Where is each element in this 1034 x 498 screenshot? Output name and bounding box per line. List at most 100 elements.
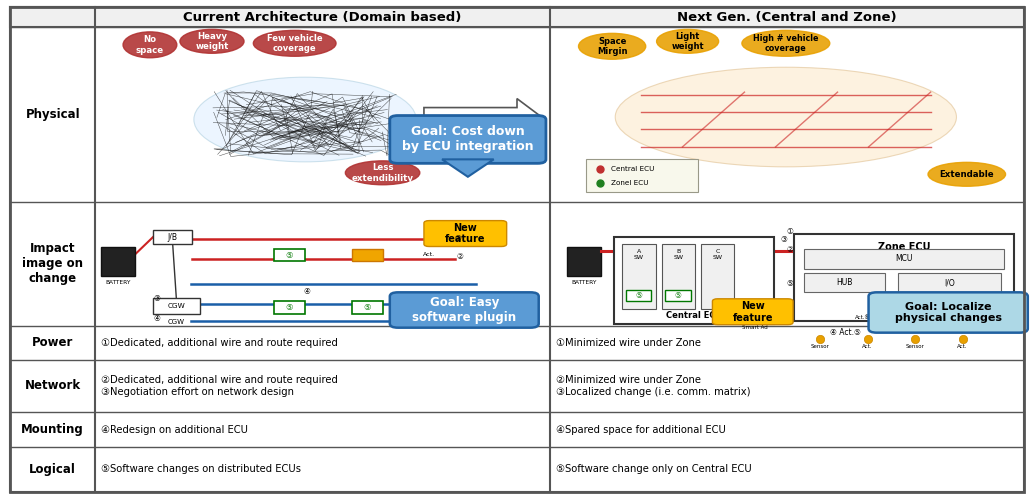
Text: ③: ③ <box>781 235 787 244</box>
Text: ②Dedicated, additional wire and route required
③Negotiation effort on network de: ②Dedicated, additional wire and route re… <box>101 375 338 397</box>
FancyBboxPatch shape <box>10 7 1024 27</box>
FancyBboxPatch shape <box>424 221 507 247</box>
Text: High # vehicle
coverage: High # vehicle coverage <box>753 34 819 53</box>
Text: Goal: Localize
physical changes: Goal: Localize physical changes <box>894 302 1002 323</box>
Text: Central ECU: Central ECU <box>611 166 655 172</box>
Text: ⑤: ⑤ <box>285 250 294 260</box>
FancyBboxPatch shape <box>274 301 305 314</box>
FancyBboxPatch shape <box>804 249 1004 269</box>
Text: J/B: J/B <box>168 233 178 242</box>
Ellipse shape <box>180 29 244 53</box>
Text: New
feature: New feature <box>445 223 486 245</box>
FancyBboxPatch shape <box>898 273 1001 292</box>
Text: ②: ② <box>787 245 793 253</box>
Polygon shape <box>424 99 545 140</box>
Text: Physical: Physical <box>26 108 80 121</box>
FancyBboxPatch shape <box>622 244 656 309</box>
Text: Zonel ECU: Zonel ECU <box>611 180 648 186</box>
Text: ②Minimized wire under Zone
③Localized change (i.e. comm. matrix): ②Minimized wire under Zone ③Localized ch… <box>556 375 751 397</box>
FancyBboxPatch shape <box>390 292 539 328</box>
Text: Logical: Logical <box>29 463 77 476</box>
Text: Power: Power <box>32 336 73 350</box>
FancyBboxPatch shape <box>626 290 651 301</box>
Text: ⑤Software changes on distributed ECUs: ⑤Software changes on distributed ECUs <box>101 464 301 475</box>
Text: Smart Ad: Smart Ad <box>742 325 767 330</box>
Text: Network: Network <box>25 379 81 392</box>
Text: CGW: CGW <box>168 303 185 309</box>
Text: A
SW: A SW <box>634 249 644 260</box>
FancyBboxPatch shape <box>804 273 885 292</box>
Text: Goal: Cost down
by ECU integration: Goal: Cost down by ECU integration <box>402 125 534 153</box>
FancyBboxPatch shape <box>869 292 1028 333</box>
FancyBboxPatch shape <box>352 249 383 261</box>
Text: Space
Mirgin: Space Mirgin <box>597 37 628 56</box>
Text: ①Minimized wire under Zone: ①Minimized wire under Zone <box>556 338 701 348</box>
Text: Extendable: Extendable <box>940 170 994 179</box>
Text: Current Architecture (Domain based): Current Architecture (Domain based) <box>183 11 462 24</box>
Text: Less
extendibility: Less extendibility <box>352 163 414 182</box>
FancyBboxPatch shape <box>614 237 774 324</box>
FancyBboxPatch shape <box>794 234 1014 321</box>
Ellipse shape <box>615 67 956 167</box>
FancyBboxPatch shape <box>153 230 192 244</box>
Text: Goal: Easy
software plugin: Goal: Easy software plugin <box>413 296 516 324</box>
FancyBboxPatch shape <box>567 247 601 276</box>
Text: Light
weight: Light weight <box>671 32 704 51</box>
Text: Sensor: Sensor <box>811 344 829 349</box>
FancyBboxPatch shape <box>101 247 135 276</box>
Ellipse shape <box>345 161 420 185</box>
Text: ...: ... <box>997 324 1007 334</box>
Text: CGW: CGW <box>168 319 185 325</box>
Text: Sensor: Sensor <box>906 344 924 349</box>
Text: Next Gen. (Central and Zone): Next Gen. (Central and Zone) <box>677 11 896 24</box>
Ellipse shape <box>253 30 336 56</box>
Text: Act.⑤: Act.⑤ <box>855 315 870 320</box>
Text: Zone ECU: Zone ECU <box>878 242 931 251</box>
Text: ①: ① <box>787 227 793 236</box>
FancyBboxPatch shape <box>665 290 691 301</box>
Text: ③: ③ <box>154 294 160 303</box>
Text: ⑤: ⑤ <box>285 303 294 312</box>
Text: No
space: No space <box>135 35 164 54</box>
Text: ⑤: ⑤ <box>363 303 371 312</box>
Text: BATTERY: BATTERY <box>571 280 597 285</box>
Ellipse shape <box>578 33 645 59</box>
Ellipse shape <box>123 32 177 58</box>
Ellipse shape <box>929 162 1005 186</box>
Ellipse shape <box>742 30 830 56</box>
Text: BATTERY: BATTERY <box>105 280 131 285</box>
Text: ②: ② <box>457 252 463 261</box>
Text: ④: ④ <box>154 314 160 323</box>
Text: ①Dedicated, additional wire and route required: ①Dedicated, additional wire and route re… <box>101 338 338 348</box>
Text: New
feature: New feature <box>732 301 773 323</box>
Polygon shape <box>443 159 494 177</box>
Text: Act.: Act. <box>862 344 873 349</box>
Text: Mounting: Mounting <box>22 423 84 436</box>
Text: B
SW: B SW <box>673 249 683 260</box>
Text: Act.: Act. <box>423 252 435 257</box>
FancyBboxPatch shape <box>712 299 793 325</box>
Text: I/O: I/O <box>944 278 954 287</box>
Ellipse shape <box>657 29 719 53</box>
Text: ④: ④ <box>304 287 310 296</box>
Ellipse shape <box>193 77 416 162</box>
FancyBboxPatch shape <box>662 244 695 309</box>
FancyBboxPatch shape <box>10 7 1024 492</box>
FancyBboxPatch shape <box>352 301 383 314</box>
Text: ⑤Software change only on Central ECU: ⑤Software change only on Central ECU <box>556 464 752 475</box>
FancyBboxPatch shape <box>274 249 305 261</box>
Text: HUB: HUB <box>837 278 853 287</box>
Text: ⑤: ⑤ <box>636 291 642 300</box>
Text: C
SW: C SW <box>712 249 723 260</box>
Text: ⑤: ⑤ <box>787 279 793 288</box>
Text: ④ Act.⑤: ④ Act.⑤ <box>830 328 861 337</box>
Text: Impact
image on
change: Impact image on change <box>23 243 83 285</box>
Text: Heavy
weight: Heavy weight <box>195 32 229 51</box>
Text: Central ECU: Central ECU <box>666 311 723 320</box>
Text: ④Redesign on additional ECU: ④Redesign on additional ECU <box>101 424 248 435</box>
Text: ④Spared space for additional ECU: ④Spared space for additional ECU <box>556 424 726 435</box>
Text: ⑤: ⑤ <box>675 291 681 300</box>
Text: MCU: MCU <box>895 254 913 263</box>
Text: Act.: Act. <box>957 344 968 349</box>
Text: Few vehicle
coverage: Few vehicle coverage <box>267 34 323 53</box>
